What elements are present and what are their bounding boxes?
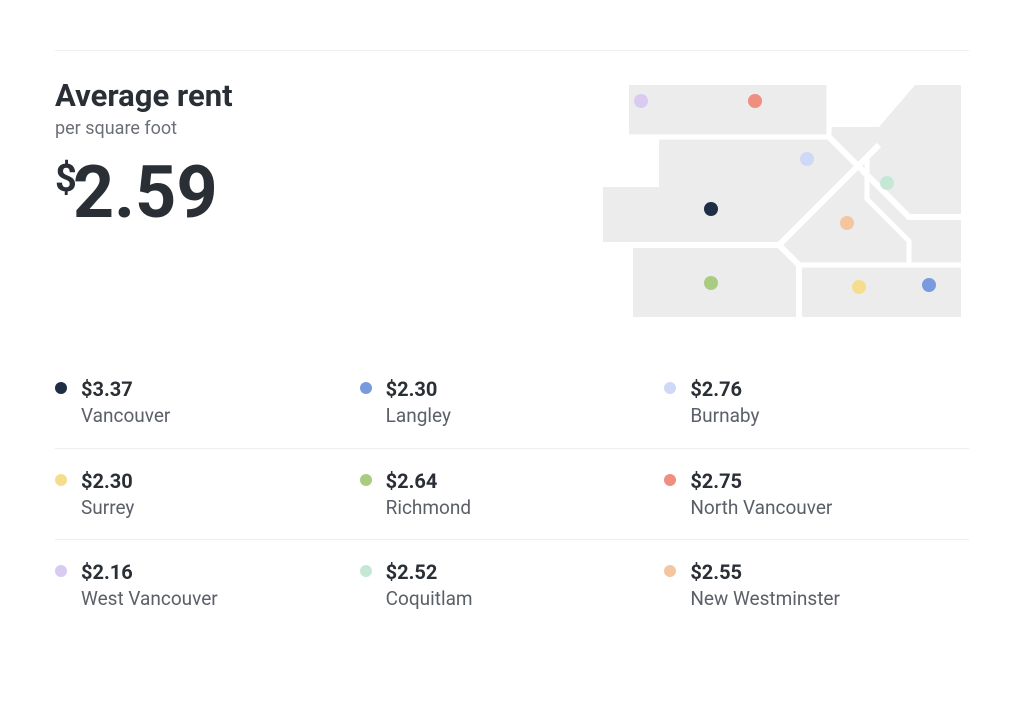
city-price: $2.16 [81, 559, 218, 585]
map-dot [922, 278, 936, 292]
hero-text: Average rent per square foot $2.59 [55, 77, 599, 229]
city-price: $2.75 [690, 468, 832, 494]
city-price-cell: $2.64Richmond [360, 449, 665, 541]
cell-text: $2.30Langley [386, 376, 451, 429]
map-dot [634, 94, 648, 108]
legend-dot [55, 474, 67, 486]
legend-dot [360, 565, 372, 577]
cell-text: $2.64Richmond [386, 468, 471, 521]
cell-text: $3.37Vancouver [81, 376, 170, 429]
headline-number: 2.59 [73, 150, 218, 235]
cell-text: $2.16West Vancouver [81, 559, 218, 612]
legend-dot [360, 382, 372, 394]
city-name: Vancouver [81, 404, 170, 429]
city-name: North Vancouver [690, 496, 832, 521]
city-price-cell: $2.52Coquitlam [360, 540, 665, 631]
cell-text: $2.55New Westminster [690, 559, 840, 612]
legend-dot [55, 382, 67, 394]
city-name: West Vancouver [81, 587, 218, 612]
title: Average rent [55, 77, 599, 114]
legend-dot [55, 565, 67, 577]
city-name: Langley [386, 404, 451, 429]
map-dot [800, 152, 814, 166]
legend-dot [664, 565, 676, 577]
map-land [603, 85, 961, 317]
headline-value: $2.59 [55, 157, 599, 229]
map-dot [704, 202, 718, 216]
top-divider [55, 50, 969, 51]
legend-dot [664, 474, 676, 486]
city-price: $2.30 [386, 376, 451, 402]
map-dot [852, 280, 866, 294]
city-price: $2.30 [81, 468, 134, 494]
city-price: $2.64 [386, 468, 471, 494]
map-dot [880, 176, 894, 190]
city-name: Surrey [81, 496, 134, 521]
city-price-cell: $3.37Vancouver [55, 357, 360, 449]
map-svg [599, 77, 969, 327]
cell-text: $2.75North Vancouver [690, 468, 832, 521]
cell-text: $2.30Surrey [81, 468, 134, 521]
cell-text: $2.76Burnaby [690, 376, 759, 429]
legend-dot [664, 382, 676, 394]
city-price-cell: $2.30Langley [360, 357, 665, 449]
city-price-cell: $2.75North Vancouver [664, 449, 969, 541]
city-price: $2.52 [386, 559, 473, 585]
city-price-cell: $2.55New Westminster [664, 540, 969, 631]
city-price-cell: $2.16West Vancouver [55, 540, 360, 631]
subtitle: per square foot [55, 118, 599, 139]
city-price-cell: $2.30Surrey [55, 449, 360, 541]
city-name: Richmond [386, 496, 471, 521]
city-name: Burnaby [690, 404, 759, 429]
city-price: $2.76 [690, 376, 759, 402]
map-dot [840, 216, 854, 230]
hero-section: Average rent per square foot $2.59 [55, 77, 969, 327]
legend-dot [360, 474, 372, 486]
map-dot [704, 276, 718, 290]
city-price: $2.55 [690, 559, 840, 585]
cell-text: $2.52Coquitlam [386, 559, 473, 612]
city-price-grid: $3.37Vancouver$2.30Langley$2.76Burnaby$2… [55, 357, 969, 631]
city-name: New Westminster [690, 587, 840, 612]
city-price-cell: $2.76Burnaby [664, 357, 969, 449]
map-dot [748, 94, 762, 108]
region-map [599, 77, 969, 327]
city-name: Coquitlam [386, 587, 473, 612]
city-price: $3.37 [81, 376, 170, 402]
